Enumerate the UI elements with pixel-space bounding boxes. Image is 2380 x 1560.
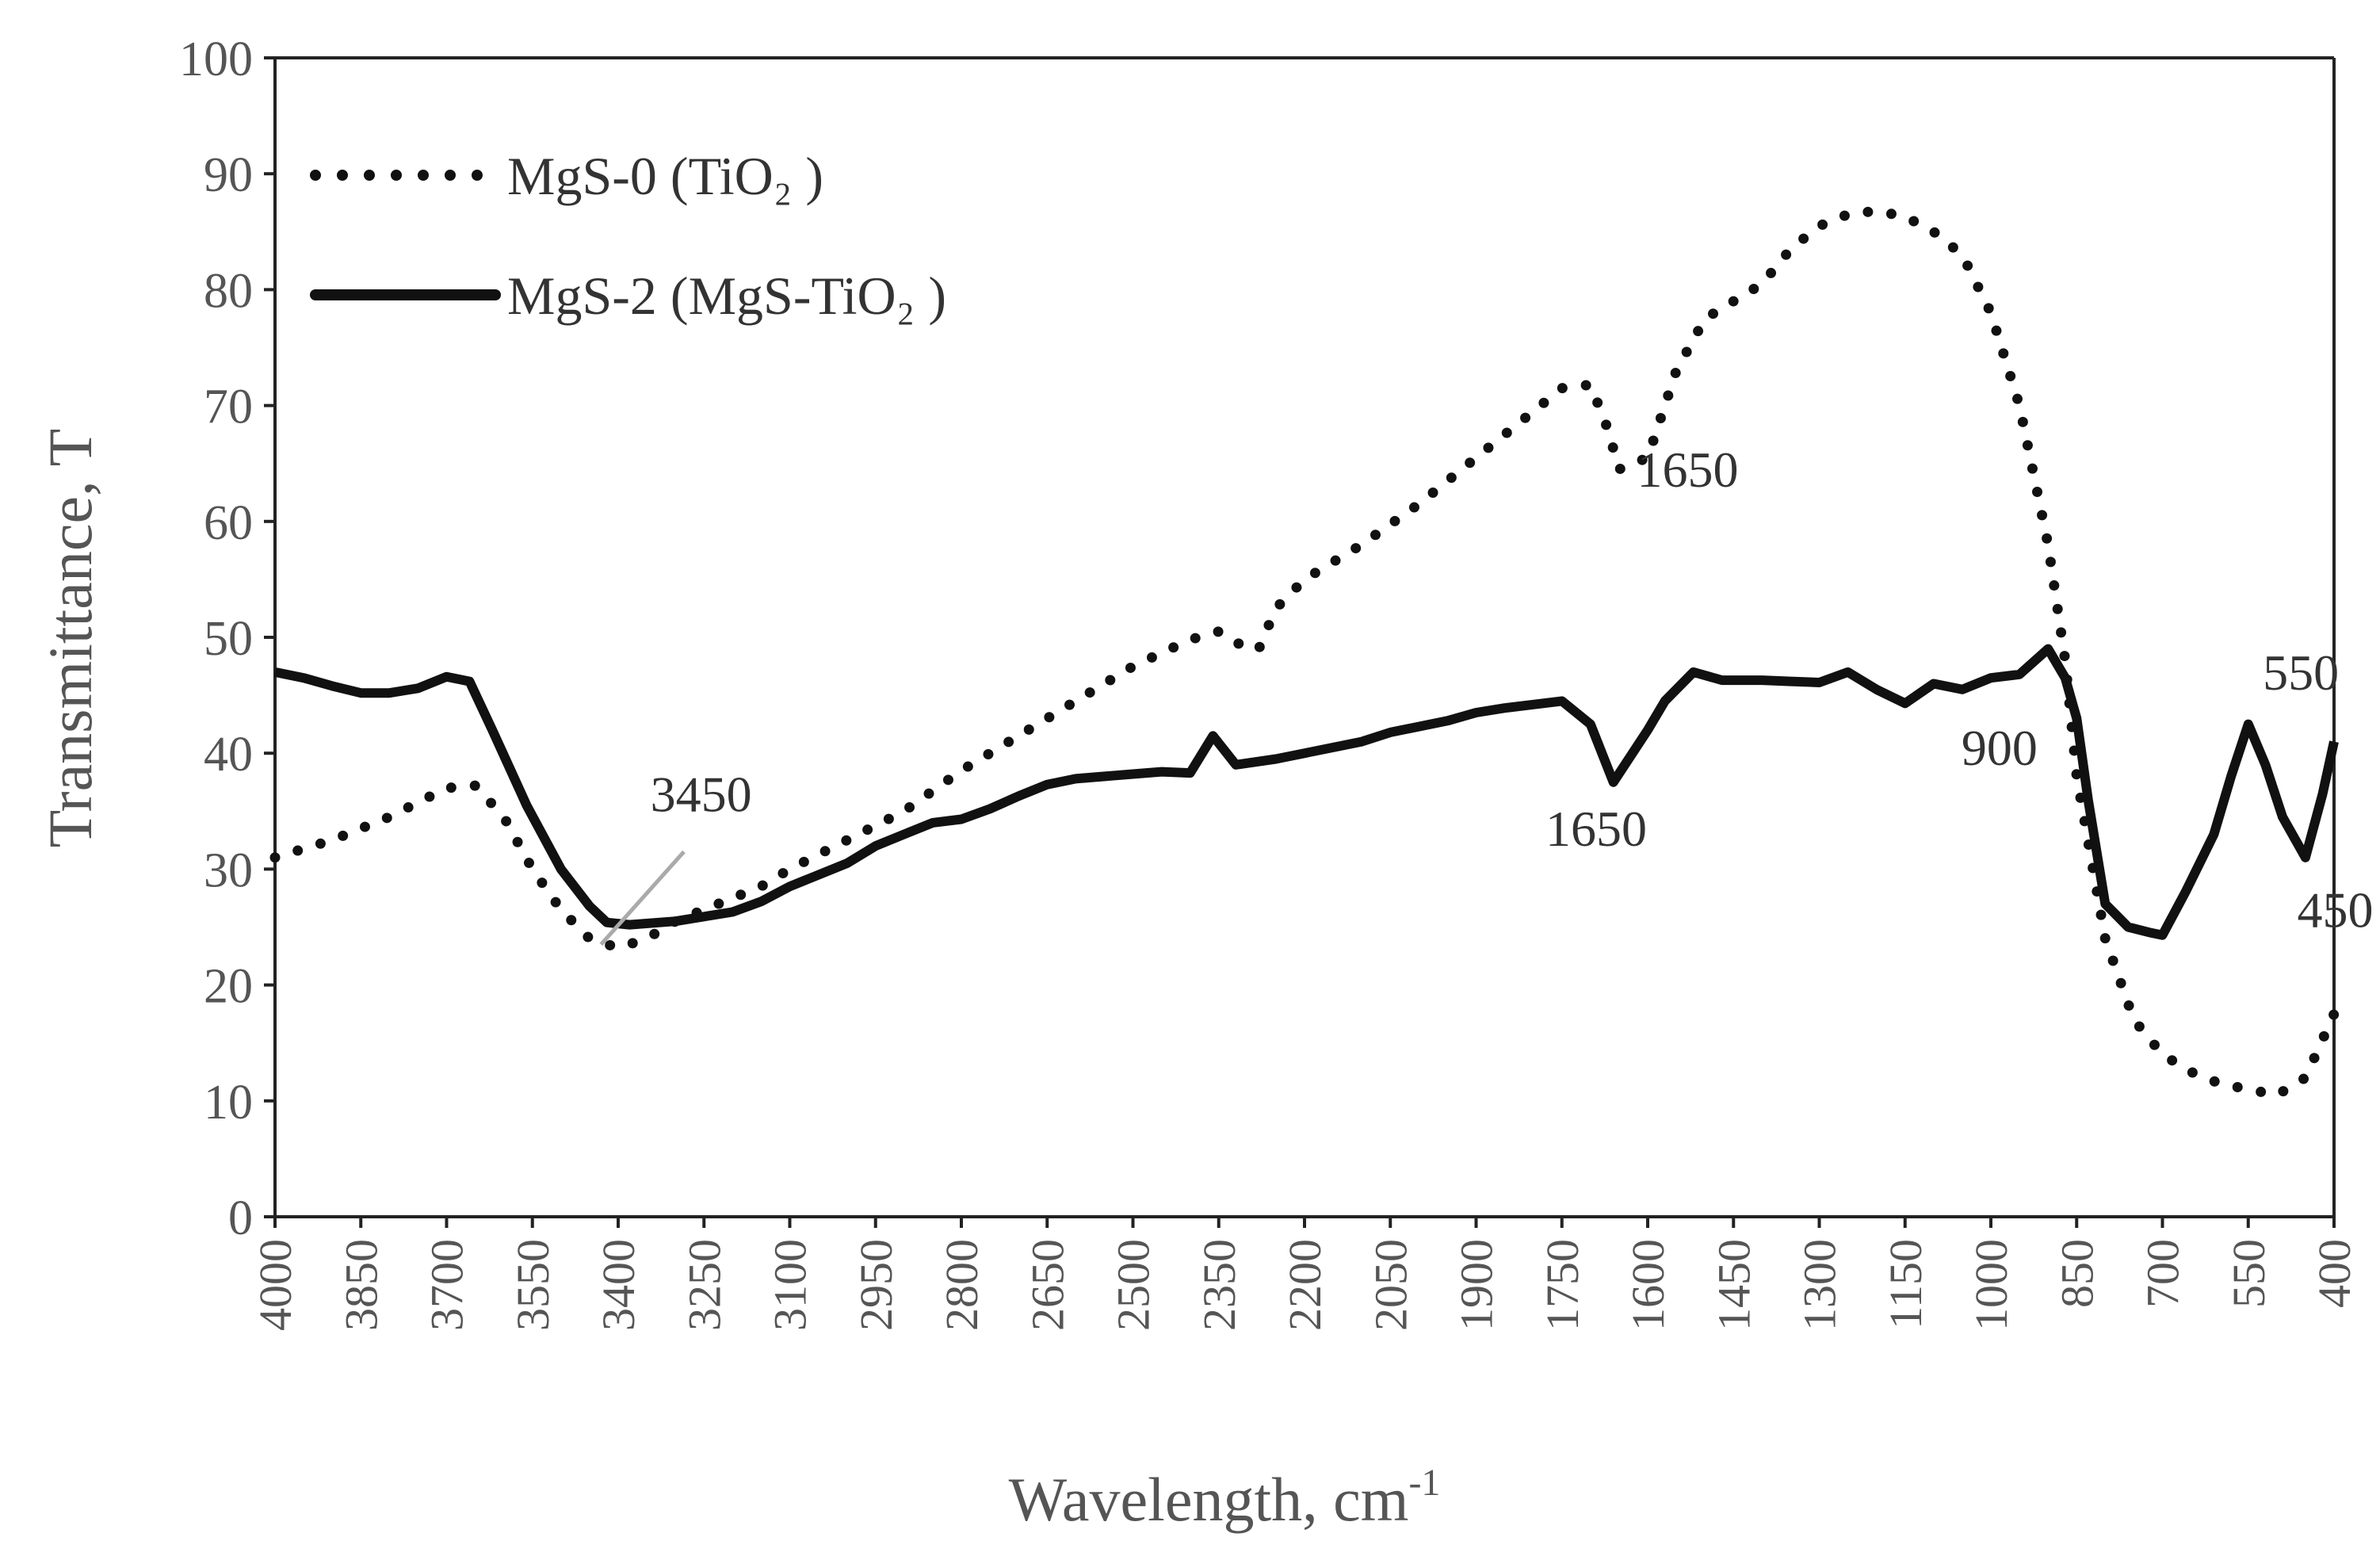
x-tick-label: 1600 [1622, 1239, 1674, 1331]
peak-annotation: 900 [1962, 720, 2038, 776]
y-tick-label: 20 [204, 960, 253, 1014]
legend-label-mgs0: MgS-0 (TiO₂ ) [507, 146, 823, 206]
y-tick-label: 90 [204, 148, 253, 202]
x-tick-label: 3550 [507, 1239, 559, 1331]
series-line-mgs0 [269, 205, 2340, 1100]
x-tick-label: 850 [2051, 1239, 2103, 1308]
x-tick-label: 3700 [422, 1239, 473, 1331]
x-tick-label: 1300 [1794, 1239, 1846, 1331]
x-tick-label: 4000 [250, 1239, 301, 1331]
x-tick-label: 2350 [1194, 1239, 1245, 1331]
x-tick-label: 1900 [1451, 1239, 1503, 1331]
y-tick-label: 60 [204, 496, 253, 550]
x-tick-label: 2800 [936, 1239, 988, 1331]
x-axis-title-superscript: -1 [1408, 1462, 1440, 1504]
y-tick-label: 0 [228, 1191, 253, 1245]
y-tick-label: 50 [204, 612, 253, 666]
x-tick-label: 700 [2137, 1239, 2189, 1308]
x-axis-title: Wavelength, cm-1 [1009, 1462, 1441, 1534]
y-axis-ticks: 0 10 20 30 40 50 60 70 80 90 100 [179, 32, 275, 1245]
x-tick-label: 1750 [1537, 1239, 1588, 1331]
x-tick-label: 3400 [593, 1239, 644, 1331]
legend-label-mgs2: MgS-2 (MgS-TiO₂ ) [507, 266, 946, 326]
x-tick-label: 400 [2309, 1239, 2360, 1308]
x-tick-label: 2050 [1365, 1239, 1416, 1331]
y-tick-label: 10 [204, 1076, 253, 1130]
x-axis-title-text: Wavelength, cm [1009, 1465, 1409, 1534]
y-tick-label: 100 [179, 32, 253, 86]
peak-annotation: 1650 [1637, 442, 1739, 498]
x-tick-label: 2200 [1279, 1239, 1331, 1331]
peak-annotation: 450 [2297, 882, 2373, 939]
x-tick-label: 2500 [1108, 1239, 1159, 1331]
series-line-mgs2 [273, 644, 2339, 940]
peak-annotation: 550 [2263, 644, 2339, 701]
x-tick-label: 3100 [765, 1239, 816, 1331]
y-tick-label: 80 [204, 264, 253, 318]
x-tick-label: 2650 [1022, 1239, 1073, 1331]
legend: MgS-0 (TiO₂ ) MgS-2 (MgS-TiO₂ ) [310, 146, 946, 326]
x-axis-ticks: 4000 3850 3700 3550 3400 3250 3100 2950 2800 2650… [250, 1217, 2360, 1331]
peak-annotation: 3450 [651, 766, 752, 822]
y-tick-label: 40 [204, 728, 253, 782]
x-tick-label: 2950 [850, 1239, 902, 1331]
x-tick-label: 550 [2223, 1239, 2275, 1308]
x-tick-label: 1000 [1966, 1239, 2017, 1331]
y-axis-title: Transmittance, T [36, 429, 105, 848]
y-tick-label: 30 [204, 843, 253, 897]
x-tick-label: 1150 [1880, 1239, 1931, 1329]
peak-annotation: 1650 [1545, 801, 1647, 857]
x-tick-label: 3250 [678, 1239, 730, 1331]
y-tick-label: 70 [204, 380, 253, 434]
series-layer [269, 205, 2340, 1100]
x-tick-label: 3850 [335, 1239, 387, 1331]
leader-line-3450 [599, 850, 686, 946]
annotations-layer: 1650 3450 1650 900 550 450 [599, 442, 2373, 946]
x-tick-label: 1450 [1708, 1239, 1759, 1331]
